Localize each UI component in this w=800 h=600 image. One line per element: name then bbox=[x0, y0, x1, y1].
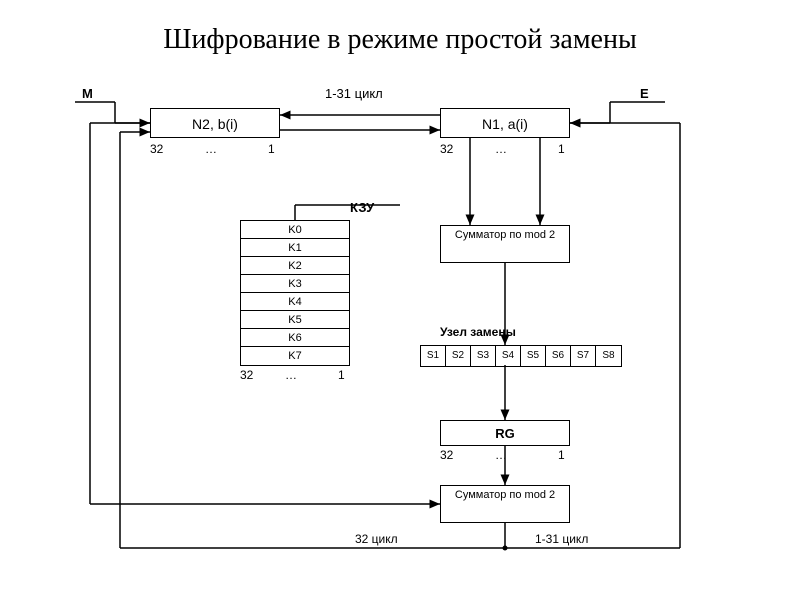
label-cycle-32: 32 цикл bbox=[355, 532, 398, 546]
k-row: K7 bbox=[241, 347, 349, 365]
label-cycle-top: 1-31 цикл bbox=[325, 86, 383, 101]
sbox-row: S1 S2 S3 S4 S5 S6 S7 S8 bbox=[420, 345, 622, 367]
sbox: S2 bbox=[446, 346, 471, 366]
n2-bits-hi: 32 bbox=[150, 142, 163, 156]
sbox: S6 bbox=[546, 346, 571, 366]
sbox: S4 bbox=[496, 346, 521, 366]
k-row: K6 bbox=[241, 329, 349, 347]
adder-mod2-bottom: Сумматор по mod 2 bbox=[440, 485, 570, 523]
label-m: M bbox=[82, 86, 93, 101]
adder-mod2-top: Сумматор по mod 2 bbox=[440, 225, 570, 263]
label-e: E bbox=[640, 86, 649, 101]
reg-rg: RG bbox=[440, 420, 570, 446]
label-sub-node: Узел замены bbox=[440, 325, 516, 339]
k-bits-lo: 1 bbox=[338, 368, 345, 382]
sbox: S7 bbox=[571, 346, 596, 366]
k-row: K5 bbox=[241, 311, 349, 329]
k-row: K3 bbox=[241, 275, 349, 293]
rg-bits-hi: 32 bbox=[440, 448, 453, 462]
diagram-canvas: M E 1-31 цикл N2, b(i) 32 … 1 N1, a(i) 3… bbox=[60, 80, 740, 570]
reg-n2: N2, b(i) bbox=[150, 108, 280, 138]
rg-bits-lo: 1 bbox=[558, 448, 565, 462]
sbox: S1 bbox=[421, 346, 446, 366]
n1-bits-mid: … bbox=[495, 142, 507, 156]
k-row: K1 bbox=[241, 239, 349, 257]
n2-bits-mid: … bbox=[205, 142, 217, 156]
k-bits-hi: 32 bbox=[240, 368, 253, 382]
n2-bits-lo: 1 bbox=[268, 142, 275, 156]
k-bits-mid: … bbox=[285, 368, 297, 382]
sbox: S5 bbox=[521, 346, 546, 366]
label-cycle-1-31: 1-31 цикл bbox=[535, 532, 588, 546]
k-table: K0 K1 K2 K3 K4 K5 K6 K7 bbox=[240, 220, 350, 366]
k-row: K2 bbox=[241, 257, 349, 275]
reg-n1: N1, a(i) bbox=[440, 108, 570, 138]
n1-bits-lo: 1 bbox=[558, 142, 565, 156]
k-row: K0 bbox=[241, 221, 349, 239]
sbox: S3 bbox=[471, 346, 496, 366]
sbox: S8 bbox=[596, 346, 621, 366]
page-title: Шифрование в режиме простой замены bbox=[0, 24, 800, 56]
n1-bits-hi: 32 bbox=[440, 142, 453, 156]
label-kzu: КЗУ bbox=[350, 200, 374, 215]
rg-bits-mid: … bbox=[495, 448, 507, 462]
k-row: K4 bbox=[241, 293, 349, 311]
